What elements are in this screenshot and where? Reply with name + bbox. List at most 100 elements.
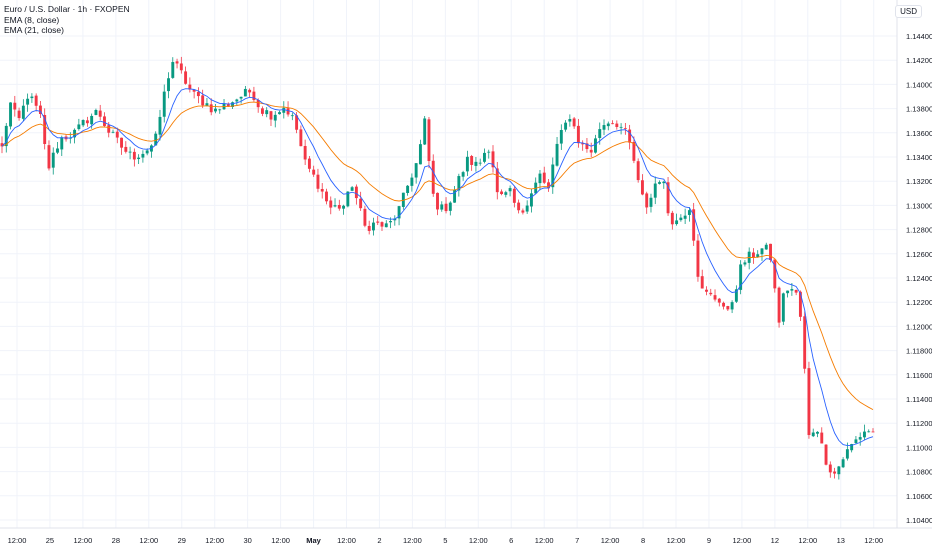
candle-up [350, 187, 354, 191]
time-tick-label: 12:00 [864, 536, 883, 545]
candle-up [94, 110, 98, 115]
candle-down [43, 114, 47, 145]
candle-down [179, 63, 183, 71]
candle-up [837, 466, 841, 475]
time-tick-label: 2 [377, 536, 381, 545]
price-tick-label: 1.11800 [906, 347, 932, 356]
candle-down [431, 160, 435, 194]
candle-down [132, 151, 136, 160]
candle-up [218, 109, 222, 111]
candle-down [700, 276, 704, 289]
time-axis[interactable]: 12:00 25 12:00 28 12:00 29 12:00 30 12:00 May 12:0… [8, 536, 883, 545]
candle-down [316, 174, 320, 189]
candle-down [188, 84, 192, 90]
candle-down [103, 116, 106, 126]
candle-up [278, 112, 281, 115]
candle-up [683, 215, 687, 219]
price-tick-label: 1.11400 [906, 395, 932, 404]
candle-up [418, 144, 422, 165]
time-tick-label: 12:00 [8, 536, 27, 545]
symbol-title[interactable]: Euro / U.S. Dollar · 1h · FXOPEN [4, 4, 130, 14]
candle-up [265, 110, 269, 115]
price-tick-label: 1.12600 [906, 250, 932, 259]
time-tick-label: 13 [837, 536, 845, 545]
candle-up [764, 244, 768, 250]
candle-down [299, 129, 303, 147]
candle-up [273, 114, 277, 121]
candle-up [845, 449, 849, 459]
candle-up [854, 439, 858, 444]
candle-down [13, 102, 17, 110]
candle-up [414, 163, 418, 178]
candle-up [56, 148, 59, 153]
candle-up [128, 151, 132, 153]
candle-down [833, 471, 837, 474]
candle-up [145, 150, 149, 154]
candle-up [4, 125, 8, 147]
candle-up [154, 133, 158, 146]
candle-down [184, 71, 188, 84]
candle-up [662, 181, 666, 184]
candle-down [717, 298, 721, 303]
candle-up [619, 126, 623, 128]
candle-down [209, 104, 213, 113]
candle-down [286, 108, 290, 115]
candle-up [602, 125, 606, 130]
candle-up [30, 96, 34, 99]
candle-up [239, 96, 243, 99]
candle-up [60, 137, 64, 150]
candle-down [256, 100, 260, 108]
time-tick-label: 28 [112, 536, 120, 545]
candle-up [111, 131, 115, 133]
candle-up [342, 205, 346, 209]
candle-down [696, 240, 700, 277]
candle-down [329, 200, 333, 208]
candle-up [478, 162, 482, 164]
candle-down [320, 188, 324, 192]
candle-up [594, 138, 597, 153]
candle-up [214, 108, 217, 112]
candle-up [410, 177, 414, 186]
candle-down [367, 225, 371, 231]
candle-up [465, 156, 469, 172]
price-axis[interactable]: 1.14400 1.14200 1.14000 1.13800 1.13600 1.134… [906, 32, 932, 525]
ema-8-line [1, 88, 874, 447]
candle-down [769, 243, 772, 260]
candle-down [794, 289, 798, 293]
candle-down [325, 191, 328, 202]
candle-down [252, 91, 256, 100]
candle-down [547, 182, 550, 189]
candle-up [525, 205, 529, 212]
candle-down [0, 143, 4, 147]
currency-badge[interactable]: USD [895, 5, 922, 18]
candle-up [811, 432, 815, 437]
candle-down [115, 131, 119, 138]
candle-down [777, 287, 781, 323]
candle-up [51, 152, 55, 168]
candle-down [824, 444, 828, 465]
candle-down [295, 115, 299, 130]
ema-slow-legend[interactable]: EMA (21, close) [4, 25, 64, 35]
candle-up [167, 78, 170, 92]
price-tick-label: 1.10800 [906, 468, 932, 477]
candle-up [760, 248, 764, 255]
candle-up [649, 197, 653, 207]
candle-up [474, 161, 478, 166]
candle-up [384, 223, 388, 228]
candle-down [705, 289, 708, 292]
candle-down [47, 145, 51, 169]
candle-up [389, 221, 392, 223]
candle-down [38, 105, 42, 114]
candle-up [397, 206, 401, 219]
candle-down [337, 204, 341, 209]
candle-up [423, 118, 427, 145]
candle-down [248, 89, 252, 93]
grid-layer [0, 0, 897, 528]
ema-fast-legend[interactable]: EMA (8, close) [4, 14, 60, 25]
candle-down [354, 186, 358, 199]
candle-down [470, 156, 474, 165]
candle-down [589, 149, 593, 153]
candle-up [461, 172, 465, 177]
